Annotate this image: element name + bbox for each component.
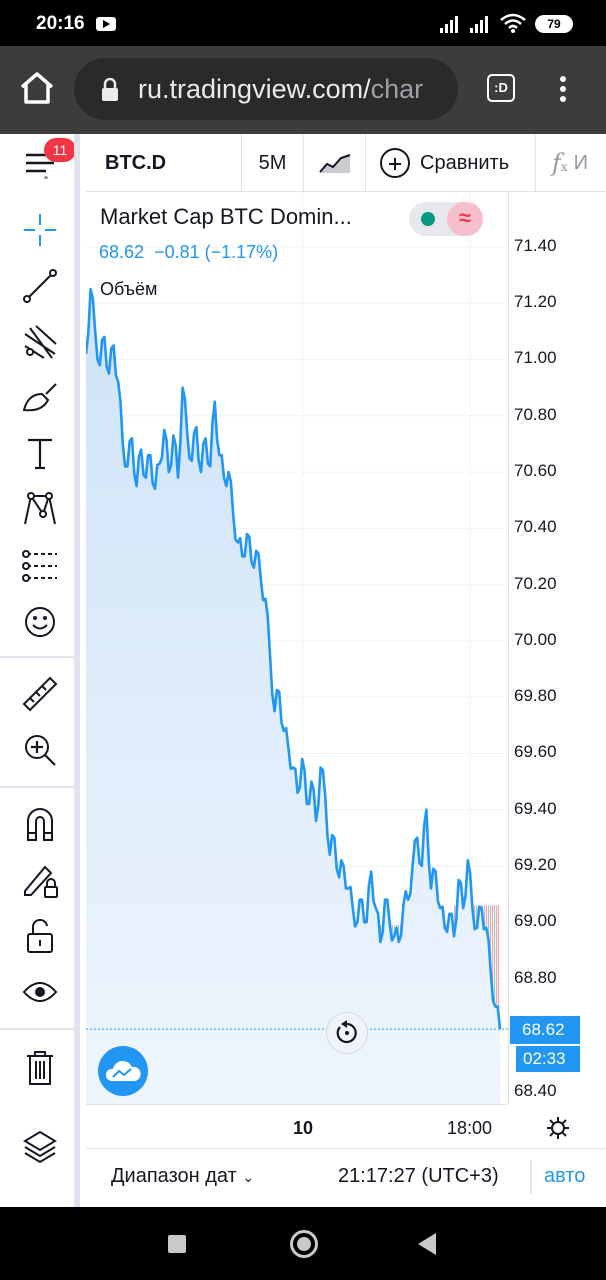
price-tick: 71.00 — [514, 348, 557, 367]
price-tick: 69.00 — [514, 911, 557, 930]
chart-clock[interactable]: 21:17:27 (UTC+3) — [338, 1165, 499, 1187]
chart-header-toolbar: BTC.D 5M Сравнить fx И — [86, 134, 606, 192]
chart-bottom-bar — [86, 1148, 606, 1207]
lock-icon — [102, 78, 118, 101]
address-bar[interactable]: ru.tradingview.com/char — [74, 58, 458, 120]
auto-scale-button[interactable]: авто — [544, 1165, 586, 1187]
pattern-icon[interactable] — [18, 488, 62, 532]
price-area — [86, 289, 500, 1104]
compare-button[interactable]: Сравнить — [366, 134, 536, 191]
drawing-toolbar: 11 — [0, 134, 80, 1207]
volume-legend[interactable]: Объём — [100, 279, 158, 299]
volume-bar — [496, 905, 498, 1103]
home-button[interactable] — [290, 1230, 318, 1258]
price-tick: 70.80 — [514, 405, 557, 424]
status-dot-icon — [421, 212, 435, 226]
emoji-icon[interactable] — [18, 600, 62, 644]
function-icon: fx — [552, 149, 568, 177]
price-tick: 70.60 — [514, 461, 557, 480]
last-price-label: 68.62 — [510, 1016, 580, 1044]
toolbar-divider — [0, 656, 80, 658]
pitchfork-icon[interactable] — [18, 320, 62, 364]
browser-menu-icon[interactable] — [560, 76, 566, 106]
status-bar: 20:16 79 — [0, 0, 606, 46]
status-time: 20:16 — [36, 13, 85, 34]
price-tick: 70.00 — [514, 630, 557, 649]
price-tick: 68.40 — [514, 1081, 557, 1100]
price-tick: 71.20 — [514, 292, 557, 311]
price-tick: 69.40 — [514, 799, 557, 818]
eye-icon[interactable] — [18, 970, 62, 1014]
text-icon[interactable] — [18, 432, 62, 476]
price-tick: 70.20 — [514, 574, 557, 593]
price-tick: 70.40 — [514, 517, 557, 536]
time-tick: 10 — [293, 1118, 314, 1138]
toolbar-divider — [0, 1028, 80, 1030]
url-text: ru.tradingview.com/char — [138, 74, 423, 105]
volume-bar — [498, 905, 500, 1103]
lock-drawing-icon[interactable] — [18, 858, 62, 902]
battery-icon: 79 — [535, 15, 573, 33]
magnet-icon[interactable] — [18, 802, 62, 846]
signal-icon — [440, 15, 462, 33]
toolbar-divider — [0, 786, 80, 788]
symbol-search-button[interactable]: BTC.D — [86, 134, 242, 191]
legend-toggle-pill[interactable]: ≈ — [409, 202, 483, 236]
home-icon[interactable] — [18, 70, 56, 106]
trash-icon[interactable] — [18, 1046, 62, 1090]
layers-icon[interactable] — [18, 1124, 62, 1168]
compare-label: Сравнить — [420, 151, 510, 174]
chart-legend-title[interactable]: Market Cap BTC Domin... — [100, 204, 352, 229]
price-tick: 68.80 — [514, 968, 557, 987]
price-chart[interactable] — [86, 192, 508, 1104]
price-tick: 69.80 — [514, 686, 557, 705]
system-navigation-bar — [0, 1207, 606, 1280]
tab-switcher-button[interactable]: :D — [487, 74, 515, 102]
tradingview-logo-button[interactable] — [98, 1046, 148, 1096]
legend-change: −0.81 (−1.17%) — [154, 242, 279, 262]
reset-chart-button[interactable] — [326, 1012, 368, 1054]
ruler-icon[interactable] — [18, 672, 62, 716]
bar-countdown-label: 02:33 — [516, 1046, 580, 1072]
indicators-button[interactable]: fx И — [536, 134, 606, 191]
trend-line-icon[interactable] — [18, 264, 62, 308]
cloud-logo-icon — [105, 1060, 141, 1081]
time-axis[interactable] — [86, 1104, 508, 1148]
url-path: char — [370, 74, 424, 104]
indicators-label: И — [573, 151, 589, 174]
chart-type-button[interactable] — [304, 134, 366, 191]
bottom-divider — [530, 1160, 532, 1194]
price-tick: 71.40 — [514, 236, 557, 255]
notification-badge: 11 — [44, 138, 76, 162]
interval-button[interactable]: 5M — [242, 134, 304, 191]
zoom-in-icon[interactable] — [18, 728, 62, 772]
price-tick: 69.60 — [514, 742, 557, 761]
back-button[interactable] — [418, 1233, 436, 1255]
reset-icon — [336, 1020, 357, 1044]
crosshair-icon[interactable] — [18, 208, 62, 252]
settings-gear-icon[interactable] — [546, 1116, 570, 1140]
signal-icon-2 — [470, 15, 492, 33]
recents-button[interactable] — [168, 1235, 186, 1253]
legend-values: 68.62 −0.81 (−1.17%) — [99, 242, 278, 263]
date-range-button[interactable]: Диапазон дат ⌄ — [111, 1165, 254, 1188]
price-tick: 69.20 — [514, 855, 557, 874]
approx-icon: ≈ — [447, 202, 483, 236]
time-tick: 18:00 — [447, 1118, 493, 1138]
youtube-notification-icon — [96, 17, 116, 31]
date-range-label: Диапазон дат — [111, 1165, 237, 1187]
chevron-down-icon: ⌄ — [242, 1169, 255, 1185]
wifi-icon — [500, 13, 526, 33]
brush-icon[interactable] — [18, 376, 62, 420]
legend-value: 68.62 — [99, 242, 145, 262]
prediction-icon[interactable] — [18, 544, 62, 588]
price-line — [86, 287, 502, 1030]
unlock-icon[interactable] — [18, 914, 62, 958]
area-chart-icon — [318, 154, 350, 173]
price-axis[interactable] — [508, 192, 606, 1104]
url-host: ru.tradingview.com/ — [138, 74, 371, 104]
browser-toolbar: ru.tradingview.com/char :D — [0, 46, 606, 134]
plus-circle-icon — [380, 148, 410, 178]
